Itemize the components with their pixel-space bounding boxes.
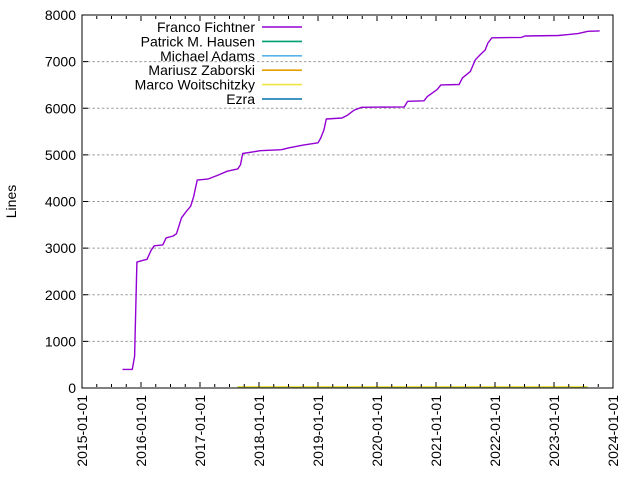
legend-item-mariusz-zaborski: Mariusz Zaborski: [148, 62, 302, 78]
axis-layer: [81, 14, 614, 389]
legend-item-franco-fichtner: Franco Fichtner: [157, 19, 302, 35]
y-tick-label: 1000: [45, 333, 76, 349]
series-line-franco-fichtner: [122, 30, 600, 371]
plot-border: [81, 14, 614, 389]
x-tick-label: 2021-01-01: [428, 395, 444, 467]
y-tick-label: 2000: [45, 287, 76, 303]
y-tick-label: 8000: [45, 7, 76, 23]
y-tick-label: 3000: [45, 240, 76, 256]
y-tick-label: 4000: [45, 194, 76, 210]
x-tick-label: 2016-01-01: [133, 395, 149, 467]
y-tick-label: 7000: [45, 54, 76, 70]
legend-label: Patrick M. Hausen: [141, 33, 255, 49]
legend-item-patrick-m-hausen: Patrick M. Hausen: [141, 33, 302, 49]
x-tick-label: 2023-01-01: [546, 395, 562, 467]
x-tick-label: 2019-01-01: [310, 395, 326, 467]
legend-item-ezra: Ezra: [226, 91, 302, 107]
legend-label: Franco Fichtner: [157, 19, 255, 35]
x-tick-label: 2020-01-01: [369, 395, 385, 467]
grid-layer: [83, 61, 612, 342]
x-tick-label: 2022-01-01: [487, 395, 503, 467]
y-tick-label: 6000: [45, 100, 76, 116]
series-layer: [122, 30, 600, 388]
legend-item-michael-adams: Michael Adams: [160, 48, 302, 64]
x-tick-label: 2015-01-01: [74, 395, 90, 467]
legend-label: Mariusz Zaborski: [148, 62, 255, 78]
legend-item-marco-woitschitzky: Marco Woitschitzky: [135, 77, 302, 93]
legend-label: Marco Woitschitzky: [135, 77, 255, 93]
legend-label: Ezra: [226, 91, 255, 107]
legend-label: Michael Adams: [160, 48, 255, 64]
tick-label-layer: 0 1000 2000 3000 4000 5000 6000 7000 8000 2015-01…: [45, 7, 621, 467]
x-tick-label: 2024-01-01: [605, 395, 621, 467]
y-axis-title: Lines: [3, 185, 19, 218]
x-tick-label: 2017-01-01: [192, 395, 208, 467]
y-tick-label: 5000: [45, 147, 76, 163]
x-tick-label: 2018-01-01: [251, 395, 267, 467]
y-tick-label: 0: [68, 380, 76, 396]
